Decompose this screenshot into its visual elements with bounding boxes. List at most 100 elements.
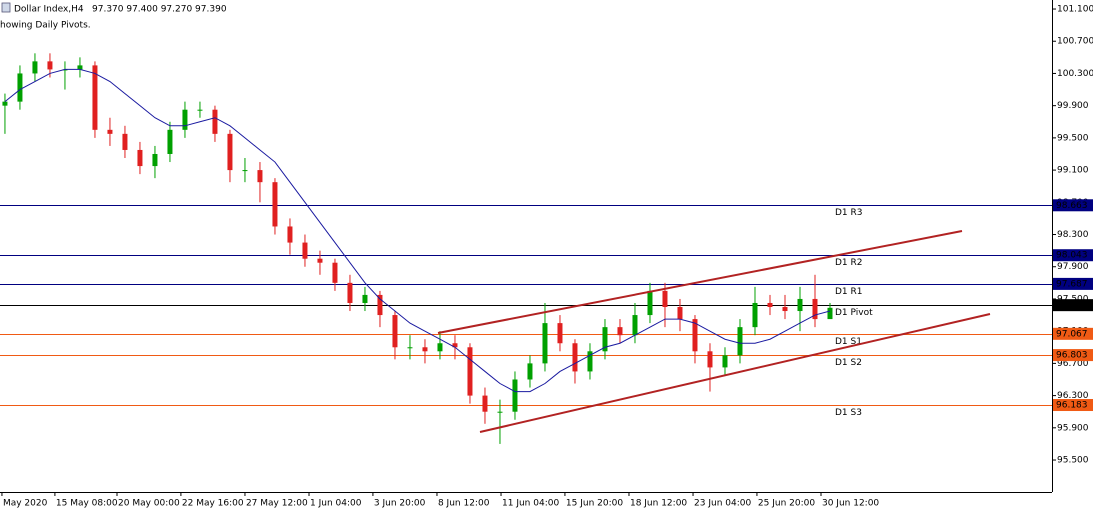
x-tick-label: 3 Jun 20:00 bbox=[374, 499, 426, 509]
price-box-label: 98.663 bbox=[1056, 201, 1088, 211]
y-tick-label: 96.700 bbox=[1057, 359, 1089, 369]
candle-body bbox=[332, 262, 338, 283]
candle-body bbox=[692, 319, 698, 352]
x-tick-label: 30 Jun 12:00 bbox=[822, 499, 879, 509]
candle-body bbox=[512, 379, 518, 412]
candle-body bbox=[137, 149, 143, 167]
y-tick-label: 101.100 bbox=[1057, 5, 1093, 15]
x-tick-label: 25 Jun 20:00 bbox=[758, 499, 815, 509]
y-tick-label: 95.900 bbox=[1057, 423, 1089, 433]
candle-body bbox=[497, 411, 503, 413]
candle-body bbox=[572, 343, 578, 372]
candle-body bbox=[557, 323, 563, 344]
chart-title: Dollar Index,H4 bbox=[14, 5, 84, 15]
price-box bbox=[1053, 249, 1093, 262]
price-box-label: 97.423 bbox=[1056, 301, 1088, 311]
candle-body bbox=[797, 298, 803, 312]
quote: 97.370 97.400 97.270 97.390 bbox=[92, 5, 227, 15]
candle-body bbox=[302, 242, 308, 259]
y-tick-label: 99.500 bbox=[1057, 133, 1089, 143]
x-tick-label: 15 Jun 20:00 bbox=[566, 499, 623, 509]
x-tick-label: 23 Jun 04:00 bbox=[694, 499, 751, 509]
candle-body bbox=[122, 133, 128, 150]
candle-body bbox=[17, 73, 23, 102]
x-tick-label: 1 Jun 04:00 bbox=[310, 499, 362, 509]
symbol-icon bbox=[1, 2, 11, 13]
y-tick-label: 98.300 bbox=[1057, 230, 1089, 240]
x-tick-label: 8 Jun 12:00 bbox=[438, 499, 490, 509]
candle-body bbox=[362, 294, 368, 303]
y-tick-label: 100.700 bbox=[1057, 37, 1093, 47]
x-tick-label: May 2020 bbox=[3, 499, 48, 509]
candle-body bbox=[767, 302, 773, 308]
y-tick-label: 97.900 bbox=[1057, 262, 1089, 272]
pivot-label: D1 S3 bbox=[835, 408, 862, 418]
candle-body bbox=[482, 395, 488, 412]
subtitle: howing Daily Pivots. bbox=[0, 21, 91, 31]
y-tick-label: 99.100 bbox=[1057, 166, 1089, 176]
y-tick-label: 96.300 bbox=[1057, 391, 1089, 401]
candle-body bbox=[707, 351, 713, 368]
price-box bbox=[1053, 277, 1093, 290]
price-box-label: 98.043 bbox=[1056, 251, 1088, 261]
price-box-label: 96.803 bbox=[1056, 351, 1088, 361]
candle-body bbox=[77, 65, 83, 70]
candle-body bbox=[47, 61, 53, 70]
candle-body bbox=[212, 109, 218, 134]
candle-body bbox=[737, 327, 743, 356]
moving-average bbox=[4, 68, 831, 393]
pivot-label: D1 Pivot bbox=[835, 308, 873, 318]
pivot-label: D1 S1 bbox=[835, 337, 862, 347]
pivot-label: D1 R3 bbox=[835, 208, 863, 218]
candle-body bbox=[392, 315, 398, 348]
candle-body bbox=[32, 61, 38, 74]
candle-body bbox=[377, 294, 383, 316]
y-tick-label: 99.900 bbox=[1057, 101, 1089, 111]
price-axis: 95.50095.90096.30096.70097.10097.50097.9… bbox=[1, 5, 1093, 509]
candle-body bbox=[152, 153, 158, 167]
candle-body bbox=[752, 302, 758, 328]
pivot-label: D1 R2 bbox=[835, 258, 863, 268]
candle-body bbox=[257, 170, 263, 183]
candle-body bbox=[677, 307, 683, 320]
candle-body bbox=[827, 307, 833, 320]
price-box-label: 97.067 bbox=[1056, 329, 1088, 339]
candle-body bbox=[602, 327, 608, 352]
x-tick-label: 18 Jun 12:00 bbox=[630, 499, 687, 509]
candle-body bbox=[437, 343, 443, 352]
channel-lower bbox=[479, 313, 991, 433]
candle-body bbox=[812, 298, 818, 320]
candle-body bbox=[467, 347, 473, 396]
candle-body bbox=[167, 129, 173, 154]
candle-body bbox=[422, 347, 428, 352]
candle-body bbox=[317, 258, 323, 263]
x-tick-label: 27 May 12:00 bbox=[246, 499, 308, 509]
candle-body bbox=[527, 363, 533, 380]
price-box bbox=[1053, 349, 1093, 362]
price-box-label: 96.183 bbox=[1056, 401, 1088, 411]
y-tick-label: 100.300 bbox=[1057, 69, 1093, 79]
candle-body bbox=[287, 226, 293, 243]
candle-body bbox=[182, 109, 188, 130]
x-tick-label: 15 May 08:00 bbox=[56, 499, 118, 509]
candle-body bbox=[272, 182, 278, 227]
price-box bbox=[1053, 199, 1093, 212]
candle-body bbox=[452, 343, 458, 348]
price-box bbox=[1053, 299, 1093, 312]
price-box bbox=[1053, 327, 1093, 340]
x-tick-label: 22 May 16:00 bbox=[182, 499, 244, 509]
candle-body bbox=[347, 282, 353, 303]
candle-body bbox=[587, 351, 593, 372]
candle-body bbox=[407, 347, 413, 349]
candle-body bbox=[722, 355, 728, 368]
candle-body bbox=[617, 327, 623, 336]
x-tick-label: 11 Jun 04:00 bbox=[502, 499, 559, 509]
candle-body bbox=[632, 315, 638, 336]
candle-body bbox=[782, 307, 788, 312]
candle-body bbox=[227, 133, 233, 171]
candle-body bbox=[647, 290, 653, 316]
price-box-label: 97.687 bbox=[1056, 279, 1088, 289]
candle-body bbox=[107, 129, 113, 134]
